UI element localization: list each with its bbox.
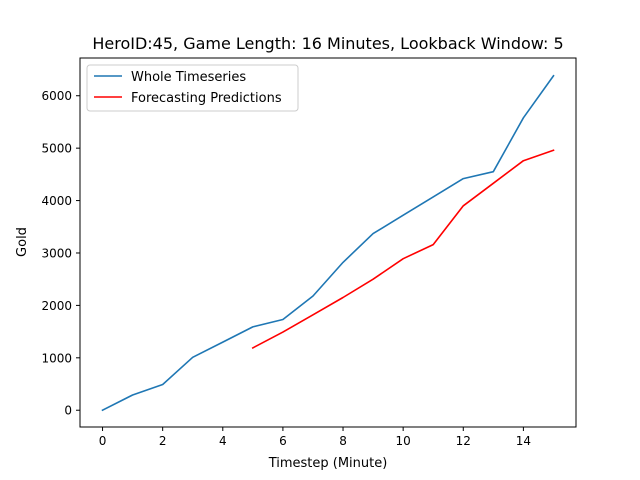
y-tick-label: 3000: [41, 246, 72, 260]
y-tick-label: 6000: [41, 89, 72, 103]
y-tick-label: 2000: [41, 299, 72, 313]
legend-box: [86, 64, 299, 112]
x-tick-label: 12: [456, 434, 471, 448]
series-layer: [101, 74, 555, 412]
x-tick-label: 0: [99, 434, 107, 448]
series-line-forecasting-predictions: [251, 149, 555, 349]
series-line-whole-timeseries: [101, 74, 555, 412]
x-tick-label: 14: [516, 434, 531, 448]
x-tick-label: 4: [219, 434, 227, 448]
x-tick-label: 2: [159, 434, 167, 448]
x-tick-label: 6: [279, 434, 287, 448]
x-tick-label: 10: [396, 434, 411, 448]
y-axis-label: Gold: [15, 227, 30, 257]
x-axis-label: Timestep (Minute): [268, 456, 388, 471]
chart-title: HeroID:45, Game Length: 16 Minutes, Look…: [92, 34, 563, 53]
y-tick-label: 1000: [41, 351, 72, 365]
x-tick-label: 8: [339, 434, 347, 448]
x-axis-ticks: 0 2 4 6 8 10 12 14: [99, 427, 531, 448]
y-tick-label: 0: [64, 404, 72, 418]
legend-label-forecasting-predictions: Forecasting Predictions: [131, 91, 282, 106]
plot-frame: [79, 57, 577, 428]
legend: Whole Timeseries Forecasting Predictions: [86, 64, 299, 112]
y-axis-ticks: 0 1000 2000 3000 4000 5000 6000: [41, 89, 80, 418]
legend-label-whole-timeseries: Whole Timeseries: [131, 70, 246, 85]
y-tick-label: 5000: [41, 142, 72, 156]
y-tick-label: 4000: [41, 194, 72, 208]
